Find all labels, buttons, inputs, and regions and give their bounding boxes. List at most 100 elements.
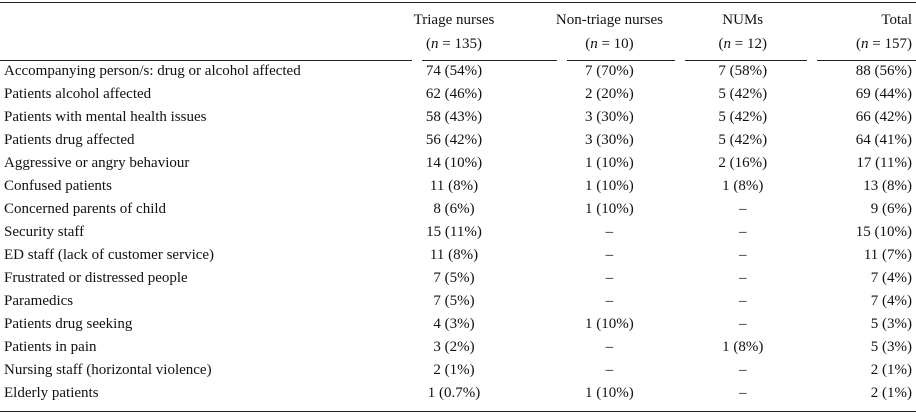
cell-total: 64 (41%) xyxy=(855,132,912,148)
cell-triage-nurses: 3 (2%) xyxy=(433,339,475,355)
header-total-n: (n = 157) xyxy=(856,36,912,52)
header-blank xyxy=(0,3,382,34)
row-label: Patients drug seeking xyxy=(4,316,133,332)
cell-nums: 5 (42%) xyxy=(718,86,768,102)
row-label: Accompanying person/s: drug or alcohol a… xyxy=(4,63,301,79)
header-triage-n: (n = 135) xyxy=(426,36,482,52)
row-label: Security staff xyxy=(4,224,85,240)
row-label: Patients drug affected xyxy=(4,132,135,148)
row-label: Concerned parents of child xyxy=(4,201,167,217)
row-label: Paramedics xyxy=(4,293,74,309)
row-label: ED staff (lack of customer service) xyxy=(4,247,215,263)
cell-triage-nurses: 74 (54%) xyxy=(425,63,483,79)
header-rule-2 xyxy=(422,60,557,61)
table-body: Accompanying person/s: drug or alcohol a… xyxy=(0,60,916,405)
cell-triage-nurses: 58 (43%) xyxy=(425,109,483,125)
cell-triage-nurses: 62 (46%) xyxy=(425,86,483,102)
data-table: Triage nurses Non-triage nurses NUMs Tot… xyxy=(0,2,916,405)
cell-non-triage-nurses: – xyxy=(605,224,614,240)
header-rule-4 xyxy=(685,60,807,61)
table-row: Accompanying person/s: drug or alcohol a… xyxy=(0,60,916,83)
cell-triage-nurses: 7 (5%) xyxy=(433,293,475,309)
cell-non-triage-nurses: – xyxy=(605,339,614,355)
cell-triage-nurses: 7 (5%) xyxy=(433,270,475,286)
table-row: Confused patients 11 (8%) 1 (10%) 1 (8%) 13 … xyxy=(0,175,916,198)
row-label: Patients alcohol affected xyxy=(4,86,152,102)
cell-triage-nurses: 56 (42%) xyxy=(425,132,483,148)
row-label: Nursing staff (horizontal violence) xyxy=(4,362,212,378)
row-label: Patients in pain xyxy=(4,339,97,355)
table-row: Security staff 15 (11%) – – 15 (10%) xyxy=(0,221,916,244)
cell-triage-nurses: 15 (11%) xyxy=(426,224,482,240)
cell-nums: – xyxy=(738,293,747,309)
cell-nums: 7 (58%) xyxy=(718,63,768,79)
cell-non-triage-nurses: – xyxy=(605,270,614,286)
cell-nums: 1 (8%) xyxy=(722,178,764,194)
cell-total: 69 (44%) xyxy=(855,86,912,102)
row-label: Confused patients xyxy=(4,178,112,194)
cell-non-triage-nurses: 1 (10%) xyxy=(585,201,634,217)
cell-triage-nurses: 2 (1%) xyxy=(433,362,475,378)
row-label: Aggressive or angry behaviour xyxy=(4,155,190,171)
header-rule-1 xyxy=(0,60,412,61)
table-row: Nursing staff (horizontal violence) 2 (1%… xyxy=(0,359,916,382)
header-nums: NUMs xyxy=(722,12,764,28)
table-row: Aggressive or angry behaviour 14 (10%) 1 (… xyxy=(0,152,916,175)
cell-nums: – xyxy=(738,224,747,240)
table-row: Patients with mental health issues 58 (43… xyxy=(0,106,916,129)
cell-total: 17 (11%) xyxy=(856,155,912,171)
cell-total: 9 (6%) xyxy=(870,201,912,217)
cell-triage-nurses: 1 (0.7%) xyxy=(427,385,481,401)
cell-non-triage-nurses: 7 (70%) xyxy=(585,63,634,79)
cell-total: 7 (4%) xyxy=(870,293,912,309)
cell-total: 11 (7%) xyxy=(863,247,912,263)
bottom-rule xyxy=(0,411,916,412)
cell-non-triage-nurses: 3 (30%) xyxy=(585,109,634,125)
table-row: Concerned parents of child 8 (6%) 1 (10%) –… xyxy=(0,198,916,221)
cell-total: 7 (4%) xyxy=(870,270,912,286)
cell-non-triage-nurses: – xyxy=(605,293,614,309)
table-row: Patients drug affected 56 (42%) 3 (30%) 5 (… xyxy=(0,129,916,152)
cell-nums: – xyxy=(738,201,747,217)
cell-non-triage-nurses: 2 (20%) xyxy=(585,86,634,102)
cell-total: 2 (1%) xyxy=(870,385,912,401)
cell-triage-nurses: 8 (6%) xyxy=(433,201,475,217)
row-label: Elderly patients xyxy=(4,385,99,401)
cell-total: 66 (42%) xyxy=(855,109,912,125)
header-total: Total xyxy=(881,12,912,28)
cell-triage-nurses: 11 (8%) xyxy=(429,247,479,263)
cell-total: 13 (8%) xyxy=(863,178,912,194)
cell-nums: 5 (42%) xyxy=(718,109,768,125)
cell-nums: – xyxy=(738,247,747,263)
header-rule-3 xyxy=(567,60,675,61)
table-row: Elderly patients 1 (0.7%) 1 (10%) – 2 (1%) xyxy=(0,382,916,405)
header-rule-5 xyxy=(817,60,916,61)
cell-nums: 5 (42%) xyxy=(718,132,768,148)
cell-non-triage-nurses: – xyxy=(605,362,614,378)
cell-total: 2 (1%) xyxy=(870,362,912,378)
cell-non-triage-nurses: 1 (10%) xyxy=(585,178,634,194)
cell-nums: – xyxy=(738,362,747,378)
cell-triage-nurses: 14 (10%) xyxy=(425,155,483,171)
header-non-triage-n: (n = 10) xyxy=(585,36,634,52)
cell-nums: 1 (8%) xyxy=(722,339,764,355)
cell-total: 5 (3%) xyxy=(870,316,912,332)
cell-nums: – xyxy=(738,270,747,286)
table-header: Triage nurses Non-triage nurses NUMs Tot… xyxy=(0,2,916,61)
header-n-row: (n = 135) (n = 10) (n = 12) (n = 157) xyxy=(0,34,916,60)
cell-non-triage-nurses: – xyxy=(605,247,614,263)
cell-nums: 2 (16%) xyxy=(718,155,768,171)
cell-non-triage-nurses: 3 (30%) xyxy=(585,132,634,148)
row-label: Frustrated or distressed people xyxy=(4,270,188,286)
header-row: Triage nurses Non-triage nurses NUMs Tot… xyxy=(0,3,916,34)
row-label: Patients with mental health issues xyxy=(4,109,207,125)
cell-total: 15 (10%) xyxy=(855,224,912,240)
table-row: Frustrated or distressed people 7 (5%) – – 7… xyxy=(0,267,916,290)
table-row: Patients in pain 3 (2%) – 1 (8%) 5 (3%) xyxy=(0,336,916,359)
table-row: Paramedics 7 (5%) – – 7 (4%) xyxy=(0,290,916,313)
cell-total: 5 (3%) xyxy=(870,339,912,355)
cell-non-triage-nurses: 1 (10%) xyxy=(585,155,634,171)
header-non-triage-nurses: Non-triage nurses xyxy=(555,12,663,28)
header-nums-n: (n = 12) xyxy=(718,36,767,52)
